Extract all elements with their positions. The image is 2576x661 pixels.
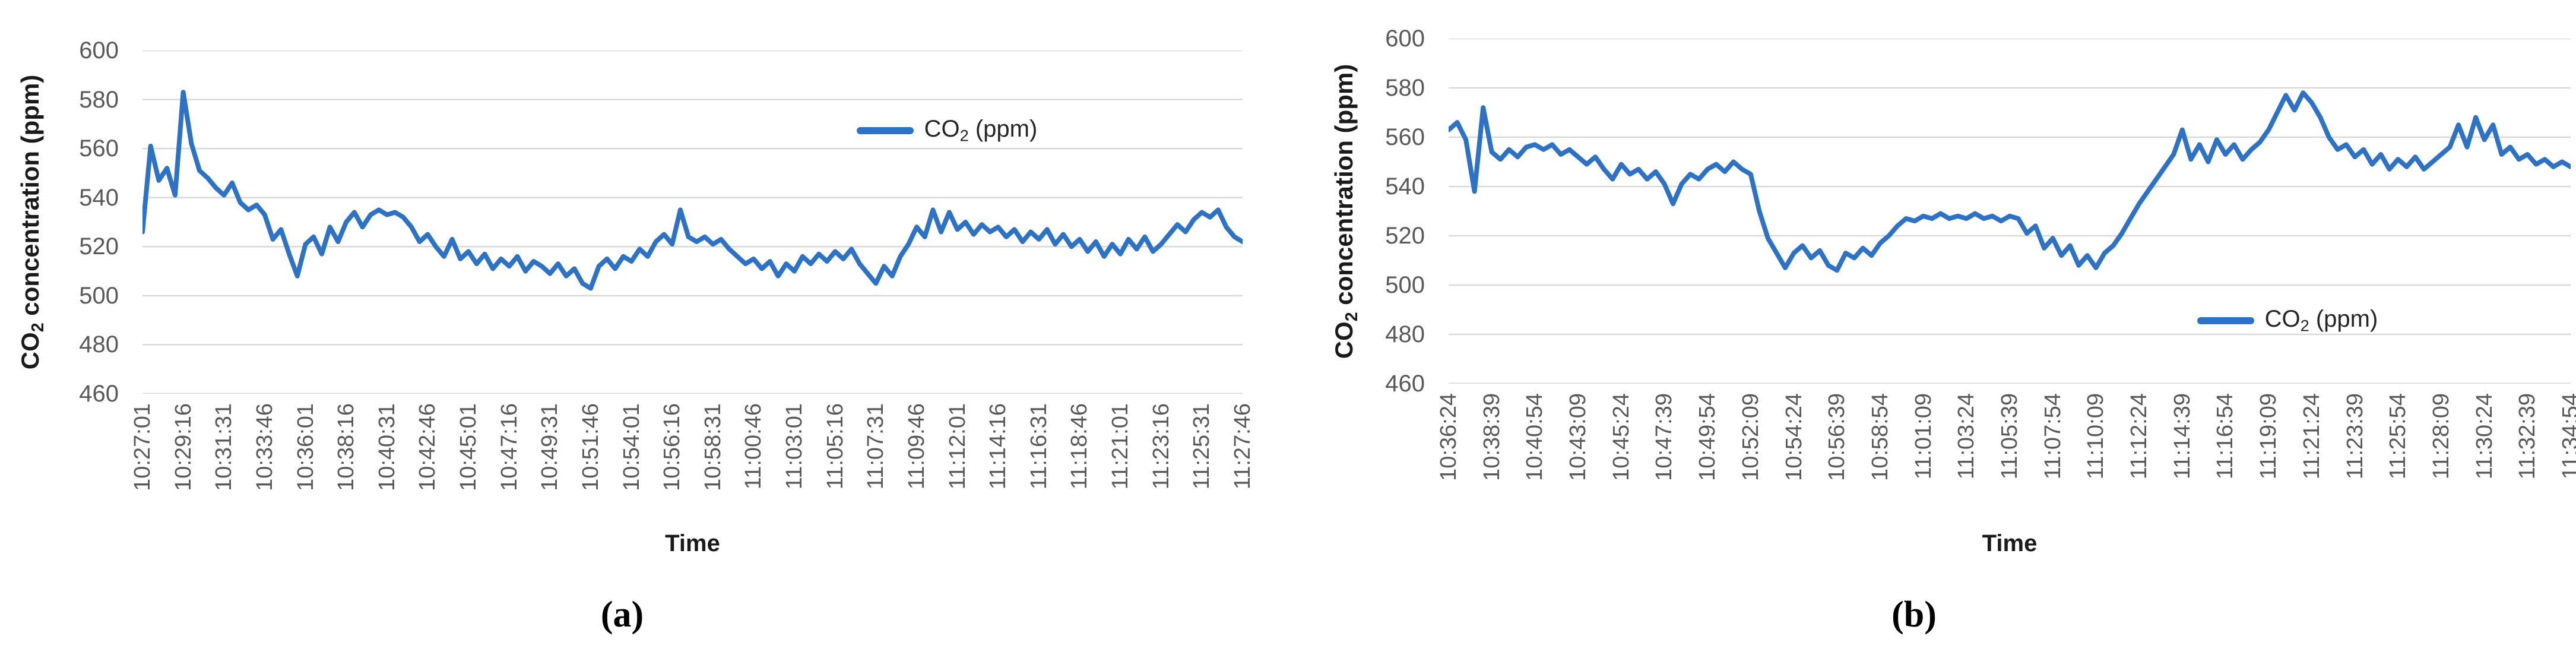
x-tick-label: 10:29:16: [170, 403, 196, 491]
x-tick-label: 11:18:46: [1067, 403, 1092, 490]
legend-label-b: CO2 (ppm): [2265, 306, 2378, 336]
x-tick-label: 11:27:46: [1230, 403, 1255, 490]
y-tick-label: 520: [79, 233, 119, 260]
x-tick-label: 10:47:39: [1652, 393, 1677, 481]
x-tick-label: 10:54:01: [619, 403, 644, 491]
chart-svg-a: [142, 50, 1243, 394]
x-tick-label: 10:52:09: [1738, 393, 1763, 481]
y-tick-label: 480: [79, 331, 119, 358]
legend-label-a: CO2 (ppm): [924, 116, 1038, 146]
x-tick-label: 10:56:39: [1824, 393, 1850, 481]
x-tick-label: 11:32:39: [2515, 393, 2540, 480]
x-tick-label: 11:28:09: [2428, 393, 2454, 480]
co2-series-line-a: [142, 90, 1243, 291]
x-tick-label: 11:12:24: [2127, 393, 2152, 480]
x-tick-label: 11:23:16: [1148, 403, 1174, 490]
y-tick-label: 540: [79, 184, 119, 211]
x-tick-label: 10:42:46: [415, 403, 441, 491]
x-tick-label: 10:36:01: [293, 403, 318, 491]
y-tick-label: 580: [79, 86, 119, 113]
x-tick-label: 11:14:16: [986, 403, 1011, 490]
x-tick-label: 10:49:54: [1695, 393, 1720, 481]
x-tick-label: 11:30:24: [2472, 393, 2497, 480]
legend-label-b-suffix: (ppm): [2309, 306, 2378, 333]
x-tick-label: 11:25:54: [2385, 393, 2411, 480]
plot-area-b: CO2 (ppm): [1449, 39, 2571, 384]
y-tick-label: 460: [1385, 371, 1425, 397]
x-tick-label: 10:40:31: [374, 403, 400, 491]
x-tick-label: 10:43:09: [1566, 393, 1591, 481]
x-tick-label: 10:38:16: [334, 403, 359, 491]
plot-area-a: CO2 (ppm): [142, 50, 1243, 394]
x-tick-label: 11:16:31: [1026, 403, 1051, 490]
legend-line-swatch-b: [2197, 317, 2254, 325]
legend-line-swatch-a: [856, 126, 914, 134]
legend-label-a-suffix: (ppm): [968, 115, 1038, 142]
x-tick-label: 11:14:39: [2169, 393, 2195, 480]
x-tick-label: 11:16:54: [2213, 393, 2238, 480]
x-tick-label: 11:12:01: [945, 403, 970, 490]
x-tick-label: 10:58:54: [1867, 393, 1893, 481]
x-tick-label: 11:25:31: [1189, 403, 1215, 490]
x-tick-label: 10:47:16: [496, 403, 522, 491]
x-tick-label: 11:07:31: [863, 403, 889, 490]
y-tick-label: 480: [1385, 321, 1425, 347]
x-tick-label: 10:40:54: [1522, 393, 1548, 481]
x-tick-label: 10:54:24: [1781, 393, 1807, 481]
co2-series-line-b: [1449, 90, 2571, 273]
caption-b: (b): [1891, 594, 1937, 635]
x-tick-label: 11:03:24: [1954, 393, 1979, 480]
y-tick-label: 600: [79, 37, 119, 64]
legend-label-b-prefix: CO: [2264, 306, 2301, 333]
x-tick-label: 11:21:24: [2299, 393, 2324, 480]
x-tick-label: 11:05:16: [822, 403, 848, 490]
y-tick-label: 540: [1385, 173, 1425, 200]
x-tick-label: 10:31:31: [211, 403, 237, 491]
x-tick-label: 11:23:39: [2342, 393, 2368, 480]
x-tick-label: 10:58:31: [700, 403, 725, 491]
x-tick-label: 10:51:46: [578, 403, 603, 491]
y-tick-label: 520: [1385, 223, 1425, 249]
x-tick-label: 10:56:16: [660, 403, 685, 491]
y-tick-label: 600: [1385, 26, 1425, 52]
y-tick-label: 580: [1385, 75, 1425, 101]
caption-a: (a): [600, 594, 644, 635]
x-tick-label: 11:03:01: [782, 403, 807, 490]
x-tick-label: 11:21:01: [1108, 403, 1133, 490]
x-tick-label: 10:36:24: [1436, 393, 1461, 481]
x-tick-label: 11:09:46: [904, 403, 929, 490]
x-tick-label: 11:05:39: [1997, 393, 2022, 480]
x-tick-label: 10:33:46: [252, 403, 277, 491]
y-tick-label: 460: [79, 381, 119, 407]
legend-label-a-subscript: 2: [959, 126, 969, 145]
y-tick-label: 560: [1385, 124, 1425, 150]
legend-label-a-prefix: CO: [924, 115, 960, 142]
x-tick-label: 11:10:09: [2083, 393, 2109, 480]
x-axis-title-a: Time: [665, 530, 720, 556]
x-tick-label: 10:27:01: [130, 403, 155, 491]
x-axis-title-b: Time: [1982, 530, 2038, 556]
x-tick-label: 11:07:54: [2040, 393, 2065, 480]
x-tick-label: 10:45:24: [1608, 393, 1634, 481]
legend-a: CO2 (ppm): [856, 116, 1038, 146]
y-tick-label: 560: [79, 135, 119, 162]
legend-label-b-subscript: 2: [2300, 316, 2309, 335]
legend-b: CO2 (ppm): [2197, 306, 2378, 336]
x-tick-label: 11:01:09: [1910, 393, 1936, 480]
y-tick-label: 500: [79, 282, 119, 309]
x-tick-label: 10:45:01: [456, 403, 481, 491]
x-tick-label: 11:19:09: [2256, 393, 2282, 480]
chart-svg-b: [1449, 39, 2571, 384]
x-tick-label: 11:00:46: [741, 403, 766, 490]
x-tick-label: 10:38:39: [1479, 393, 1504, 481]
y-tick-label: 500: [1385, 272, 1425, 298]
x-tick-label: 11:34:54: [2558, 393, 2576, 480]
x-tick-label: 10:49:31: [537, 403, 563, 491]
